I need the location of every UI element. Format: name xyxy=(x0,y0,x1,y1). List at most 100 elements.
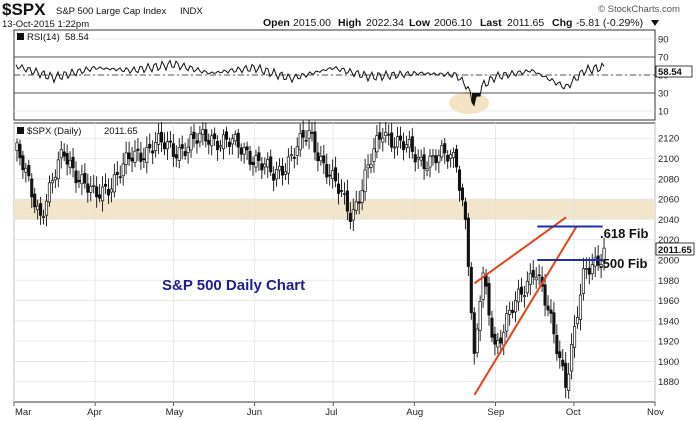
candle-body xyxy=(295,146,299,156)
price-y-tick-label: 2040 xyxy=(658,215,679,226)
candle-body xyxy=(245,146,249,151)
candle-body xyxy=(27,165,31,177)
price-y-tick-label: 1980 xyxy=(658,276,679,287)
rsi-y-tick-label: 10 xyxy=(658,107,669,118)
price-legend: $SPX (Daily) 2011.65 xyxy=(17,126,138,137)
candle-body xyxy=(286,156,290,174)
trendline xyxy=(473,216,567,285)
candle-body xyxy=(272,173,276,181)
candle-body xyxy=(127,152,131,160)
candle-body xyxy=(564,362,568,388)
candle-body xyxy=(360,190,364,203)
candle-body xyxy=(428,155,432,168)
candle-body xyxy=(599,264,603,269)
candle-body xyxy=(593,257,597,267)
candle-body xyxy=(95,186,99,198)
candle-body xyxy=(263,163,267,168)
candle-body xyxy=(44,200,49,216)
candle-body xyxy=(236,132,240,148)
ticker-symbol: $SPX xyxy=(2,0,46,19)
x-tick-label: Jul xyxy=(325,407,337,418)
candle-body xyxy=(142,158,146,161)
last-value: 2011.65 xyxy=(507,17,544,29)
candle-body xyxy=(546,305,550,311)
x-tick-label: Aug xyxy=(406,407,423,418)
candle-body xyxy=(331,170,335,179)
candle-body xyxy=(575,317,580,325)
candle-body xyxy=(192,131,196,140)
candle-body xyxy=(74,170,78,184)
candle-body xyxy=(396,136,400,148)
candle-body xyxy=(401,141,406,151)
candle-body xyxy=(248,151,252,165)
candle-body xyxy=(210,135,214,147)
candle-body xyxy=(233,134,237,142)
candle-body xyxy=(39,203,43,216)
x-tick-label: Nov xyxy=(647,407,664,418)
candle-body xyxy=(83,172,87,184)
candle-body xyxy=(18,143,22,159)
fib-618-label: .618 Fib xyxy=(600,226,648,241)
candle-body xyxy=(68,159,72,168)
candle-body xyxy=(337,183,341,194)
candle-body xyxy=(466,217,470,267)
candle-body xyxy=(139,152,143,162)
candle-body xyxy=(171,143,175,157)
rsi-legend-swatch xyxy=(17,33,24,40)
triangle-down-icon[interactable] xyxy=(651,20,659,26)
candle-body xyxy=(133,150,137,163)
candle-body xyxy=(578,294,583,320)
candle-body xyxy=(100,186,105,202)
candle-body xyxy=(162,142,167,150)
candle-body xyxy=(121,163,125,177)
candle-body xyxy=(227,141,231,147)
candle-body xyxy=(590,264,594,274)
candle-body xyxy=(189,134,193,151)
candle-body xyxy=(103,183,108,187)
candle-body xyxy=(71,156,75,169)
candle-body xyxy=(425,168,429,172)
candle-body xyxy=(348,212,352,222)
open-label: Open xyxy=(263,17,290,29)
candle-body xyxy=(398,135,403,141)
candle-body xyxy=(275,169,279,180)
candle-body xyxy=(207,139,211,145)
candle-body xyxy=(47,182,52,203)
candle-body xyxy=(393,146,397,149)
x-tick-label: Mar xyxy=(15,407,31,418)
candle-body xyxy=(242,147,246,155)
candle-body xyxy=(313,131,317,153)
rsi-panel-label: RSI(14) xyxy=(27,32,60,43)
candle-body xyxy=(157,133,161,145)
candle-body xyxy=(269,156,273,173)
candle-body xyxy=(354,201,358,211)
candle-body xyxy=(198,133,202,143)
candle-body xyxy=(602,247,606,262)
x-tick-label: Apr xyxy=(87,407,102,418)
candle-body xyxy=(422,154,426,169)
candle-body xyxy=(584,267,588,270)
candle-body xyxy=(322,155,326,164)
candle-body xyxy=(92,185,96,187)
candle-body xyxy=(416,156,420,160)
candle-body xyxy=(522,295,526,298)
price-y-tick-label: 2120 xyxy=(658,134,679,145)
candle-body xyxy=(278,165,282,171)
candle-body xyxy=(130,157,134,162)
price-panel: 1880 1900 1920 1940 1960 1980 2000 2020 2040 2060… xyxy=(13,120,695,418)
candle-body xyxy=(437,155,441,163)
rsi-panel: 1030507090 RSI(14) 58.54 58.54 xyxy=(13,29,693,121)
price-y-tick-label: 2080 xyxy=(658,174,679,185)
candle-body xyxy=(112,174,116,193)
candle-body xyxy=(316,152,320,162)
low-label: Low xyxy=(409,17,431,29)
candle-body xyxy=(118,176,122,179)
price-y-tick-label: 1940 xyxy=(658,316,679,327)
candle-body xyxy=(572,326,577,348)
price-y-tick-label: 2020 xyxy=(658,235,679,246)
candle-body xyxy=(174,154,178,159)
candle-body xyxy=(567,373,571,391)
candle-body xyxy=(65,153,69,165)
candle-body xyxy=(283,171,288,175)
candle-body xyxy=(440,145,444,158)
